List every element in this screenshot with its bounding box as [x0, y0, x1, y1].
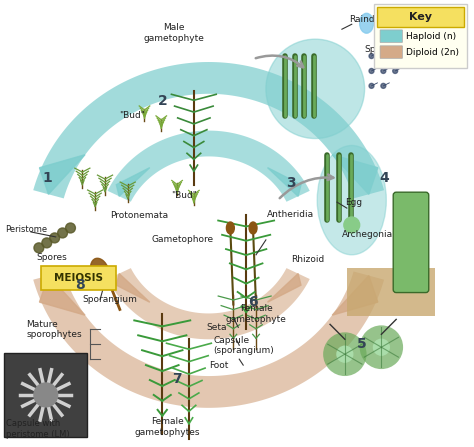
- Circle shape: [393, 54, 398, 59]
- Text: Male
gametophyte: Male gametophyte: [144, 23, 205, 42]
- Text: Antheridia: Antheridia: [267, 210, 314, 219]
- Polygon shape: [332, 155, 378, 194]
- Polygon shape: [39, 155, 85, 194]
- FancyBboxPatch shape: [374, 4, 467, 68]
- Text: Egg: Egg: [345, 198, 362, 207]
- Polygon shape: [108, 131, 310, 202]
- Polygon shape: [108, 268, 310, 339]
- Circle shape: [381, 54, 386, 59]
- Text: Gametophore: Gametophore: [152, 236, 214, 245]
- Text: 1: 1: [43, 171, 53, 186]
- Circle shape: [393, 68, 398, 73]
- Text: 6: 6: [248, 295, 258, 308]
- FancyBboxPatch shape: [347, 268, 435, 316]
- Text: Sporangium: Sporangium: [82, 295, 137, 304]
- Text: Female
gametophytes: Female gametophytes: [135, 417, 200, 437]
- Text: Key: Key: [410, 12, 432, 22]
- Text: Rhizoid: Rhizoid: [291, 255, 324, 264]
- Text: Peristome: Peristome: [5, 225, 47, 235]
- Text: Capsule
(sporangium): Capsule (sporangium): [214, 336, 274, 355]
- Polygon shape: [116, 274, 150, 302]
- Text: 2: 2: [157, 94, 167, 108]
- Circle shape: [360, 325, 403, 369]
- FancyBboxPatch shape: [393, 192, 429, 293]
- Circle shape: [323, 332, 366, 376]
- Text: Archegonia: Archegonia: [342, 231, 393, 240]
- Polygon shape: [267, 168, 301, 196]
- Text: Diploid (2n): Diploid (2n): [406, 47, 459, 57]
- FancyBboxPatch shape: [377, 7, 464, 27]
- FancyBboxPatch shape: [41, 266, 116, 290]
- Circle shape: [337, 346, 353, 362]
- Circle shape: [369, 68, 374, 73]
- Ellipse shape: [266, 39, 365, 139]
- Ellipse shape: [360, 13, 374, 33]
- Circle shape: [369, 84, 374, 89]
- FancyBboxPatch shape: [380, 46, 402, 58]
- Polygon shape: [116, 168, 150, 196]
- Text: Protonemata: Protonemata: [110, 211, 168, 219]
- Ellipse shape: [317, 145, 386, 255]
- Text: Raindrop: Raindrop: [349, 15, 389, 24]
- Ellipse shape: [91, 258, 109, 285]
- Polygon shape: [33, 271, 384, 408]
- Text: Female
gametophyte: Female gametophyte: [226, 304, 286, 324]
- Text: Haploid (n): Haploid (n): [406, 32, 456, 41]
- Circle shape: [65, 223, 75, 233]
- FancyBboxPatch shape: [380, 30, 402, 42]
- Circle shape: [50, 233, 60, 243]
- Circle shape: [381, 84, 386, 89]
- Circle shape: [34, 383, 58, 407]
- Text: 8: 8: [75, 278, 85, 291]
- Polygon shape: [332, 275, 378, 315]
- Circle shape: [58, 228, 67, 238]
- Circle shape: [344, 217, 360, 233]
- Circle shape: [374, 339, 389, 355]
- Ellipse shape: [249, 222, 257, 234]
- Polygon shape: [33, 62, 384, 198]
- Text: Sperm: Sperm: [365, 45, 394, 54]
- Text: "Bud": "Bud": [171, 191, 197, 200]
- Text: 4: 4: [380, 171, 389, 186]
- Text: Seta: Seta: [207, 323, 227, 332]
- Text: Capsule with
peristome (LM): Capsule with peristome (LM): [6, 419, 70, 439]
- Text: 7: 7: [172, 372, 182, 386]
- Circle shape: [369, 54, 374, 59]
- Polygon shape: [267, 274, 301, 302]
- Polygon shape: [39, 275, 85, 315]
- Circle shape: [42, 238, 52, 248]
- Text: Foot: Foot: [209, 361, 228, 370]
- FancyBboxPatch shape: [4, 353, 87, 437]
- Text: 5: 5: [357, 337, 366, 351]
- Text: MEIOSIS: MEIOSIS: [54, 273, 103, 283]
- Circle shape: [381, 68, 386, 73]
- Text: Spores: Spores: [36, 253, 67, 262]
- Text: "Bud": "Bud": [118, 111, 145, 120]
- Circle shape: [34, 243, 44, 253]
- Ellipse shape: [227, 222, 234, 234]
- Text: 3: 3: [286, 176, 295, 190]
- Text: Mature
sporophytes: Mature sporophytes: [26, 320, 82, 339]
